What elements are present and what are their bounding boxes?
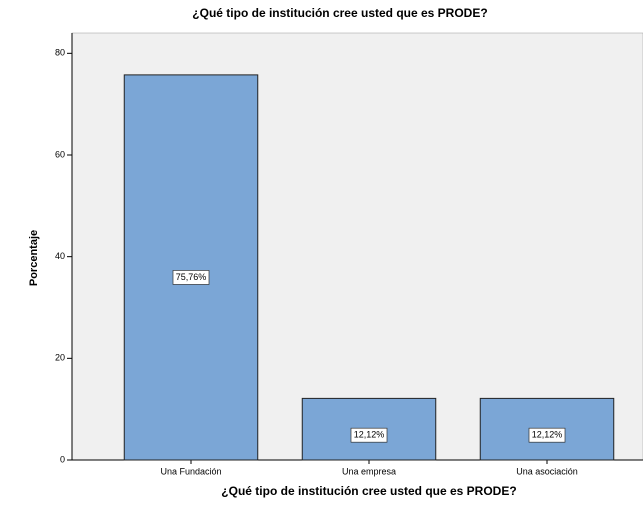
value-label: 12,12% (532, 430, 563, 440)
y-axis-title: Porcentaje (28, 230, 40, 286)
bar (123, 74, 259, 461)
value-label: 12,12% (354, 430, 385, 440)
x-tick-label: Una empresa (342, 466, 396, 476)
y-tick-label: 40 (55, 251, 65, 261)
y-tick-label: 0 (60, 454, 65, 464)
y-tick-label: 80 (55, 48, 65, 58)
value-label-box (172, 270, 210, 285)
value-label-box (350, 427, 388, 443)
x-axis-title: ¿Qué tipo de institución cree usted que … (221, 484, 516, 498)
x-tick-label: Una asociación (516, 466, 578, 476)
x-tick-label: Una Fundación (160, 466, 221, 476)
chart-title: ¿Qué tipo de institución cree usted que … (192, 6, 487, 20)
value-label-box (528, 427, 566, 443)
y-tick-label: 60 (55, 149, 65, 159)
y-tick-label: 20 (55, 353, 65, 363)
value-label: 75,76% (176, 272, 207, 282)
